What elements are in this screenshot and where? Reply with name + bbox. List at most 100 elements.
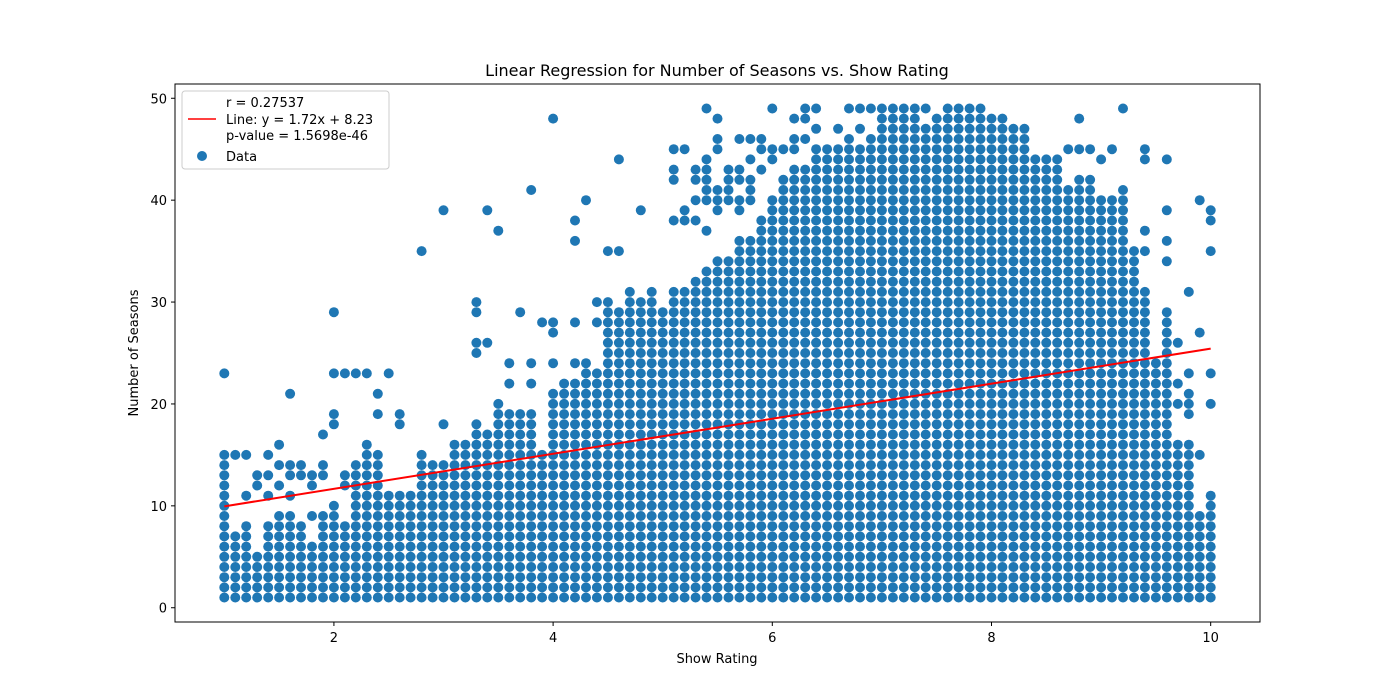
data-point — [570, 398, 580, 409]
legend-box — [181, 90, 390, 170]
data-point — [613, 429, 624, 440]
data-point — [833, 490, 844, 501]
data-point — [646, 480, 657, 491]
data-point — [734, 500, 745, 511]
data-point — [898, 348, 909, 358]
data-point — [1118, 449, 1128, 460]
data-point — [964, 490, 975, 501]
data-point — [1074, 276, 1085, 287]
data-point — [1063, 521, 1074, 532]
data-point — [920, 317, 931, 328]
data-point — [1008, 562, 1019, 572]
data-point — [876, 225, 887, 236]
data-point — [745, 286, 756, 297]
data-point — [548, 490, 559, 501]
data-point — [756, 582, 767, 593]
data-point — [953, 480, 964, 491]
data-point — [986, 398, 997, 409]
data-point — [1096, 429, 1107, 440]
data-point — [745, 490, 756, 501]
data-point — [504, 500, 515, 511]
data-point — [537, 531, 548, 542]
data-point — [712, 195, 723, 206]
data-point — [1172, 551, 1183, 562]
data-point — [712, 511, 723, 521]
data-point — [537, 551, 548, 562]
data-point — [1085, 144, 1096, 155]
data-point — [876, 164, 887, 175]
data-point — [1118, 337, 1128, 348]
data-point — [942, 439, 953, 450]
data-point — [833, 235, 844, 246]
legend-data-label: Data — [226, 150, 257, 165]
data-point — [624, 398, 635, 409]
data-point — [427, 592, 438, 603]
data-point — [712, 429, 723, 440]
data-point — [800, 480, 811, 491]
data-point — [833, 388, 844, 399]
data-point — [1118, 521, 1128, 532]
data-point — [624, 317, 635, 328]
data-point — [339, 521, 350, 532]
data-point — [833, 246, 844, 257]
data-point — [855, 286, 865, 297]
data-point — [811, 429, 822, 440]
data-point — [855, 490, 865, 501]
data-point — [953, 348, 964, 358]
data-point — [887, 449, 898, 460]
data-point — [471, 582, 482, 593]
data-point — [471, 551, 482, 562]
data-point — [723, 541, 734, 552]
data-point — [438, 592, 449, 603]
data-point — [1063, 337, 1074, 348]
data-point — [712, 562, 723, 572]
data-point — [887, 195, 898, 206]
data-point — [1041, 582, 1052, 593]
data-point — [515, 582, 526, 593]
data-point — [1030, 337, 1041, 348]
data-point — [1085, 358, 1096, 369]
data-point — [1063, 348, 1074, 358]
data-point — [942, 378, 953, 389]
data-point — [898, 398, 909, 409]
data-point — [1008, 388, 1019, 399]
data-point — [745, 480, 756, 491]
data-point — [493, 500, 504, 511]
data-point — [920, 551, 931, 562]
data-point — [1008, 449, 1019, 460]
data-point — [1118, 256, 1128, 267]
data-point — [1041, 348, 1052, 358]
data-point — [1008, 225, 1019, 236]
data-point — [1008, 215, 1019, 226]
data-point — [1019, 235, 1030, 246]
data-point — [997, 480, 1008, 491]
data-point — [570, 572, 580, 583]
data-point — [997, 348, 1008, 358]
data-point — [537, 511, 548, 521]
data-point — [745, 511, 756, 521]
data-point — [712, 398, 723, 409]
data-point — [712, 521, 723, 532]
data-point — [811, 286, 822, 297]
data-point — [613, 541, 624, 552]
data-point — [296, 531, 306, 542]
data-point — [526, 521, 537, 532]
data-point — [646, 490, 657, 501]
data-point — [1205, 398, 1216, 409]
data-point — [504, 490, 515, 501]
data-point — [307, 582, 317, 593]
data-point — [789, 164, 800, 175]
data-point — [252, 582, 263, 593]
data-point — [471, 429, 482, 440]
data-point — [920, 511, 931, 521]
data-point — [778, 480, 789, 491]
data-point — [1194, 592, 1205, 603]
data-point — [1019, 286, 1030, 297]
data-point — [986, 551, 997, 562]
data-point — [1183, 541, 1194, 552]
data-point — [778, 460, 789, 471]
data-point — [602, 572, 613, 583]
data-point — [493, 429, 504, 440]
data-point — [1085, 276, 1096, 287]
data-point — [898, 460, 909, 471]
